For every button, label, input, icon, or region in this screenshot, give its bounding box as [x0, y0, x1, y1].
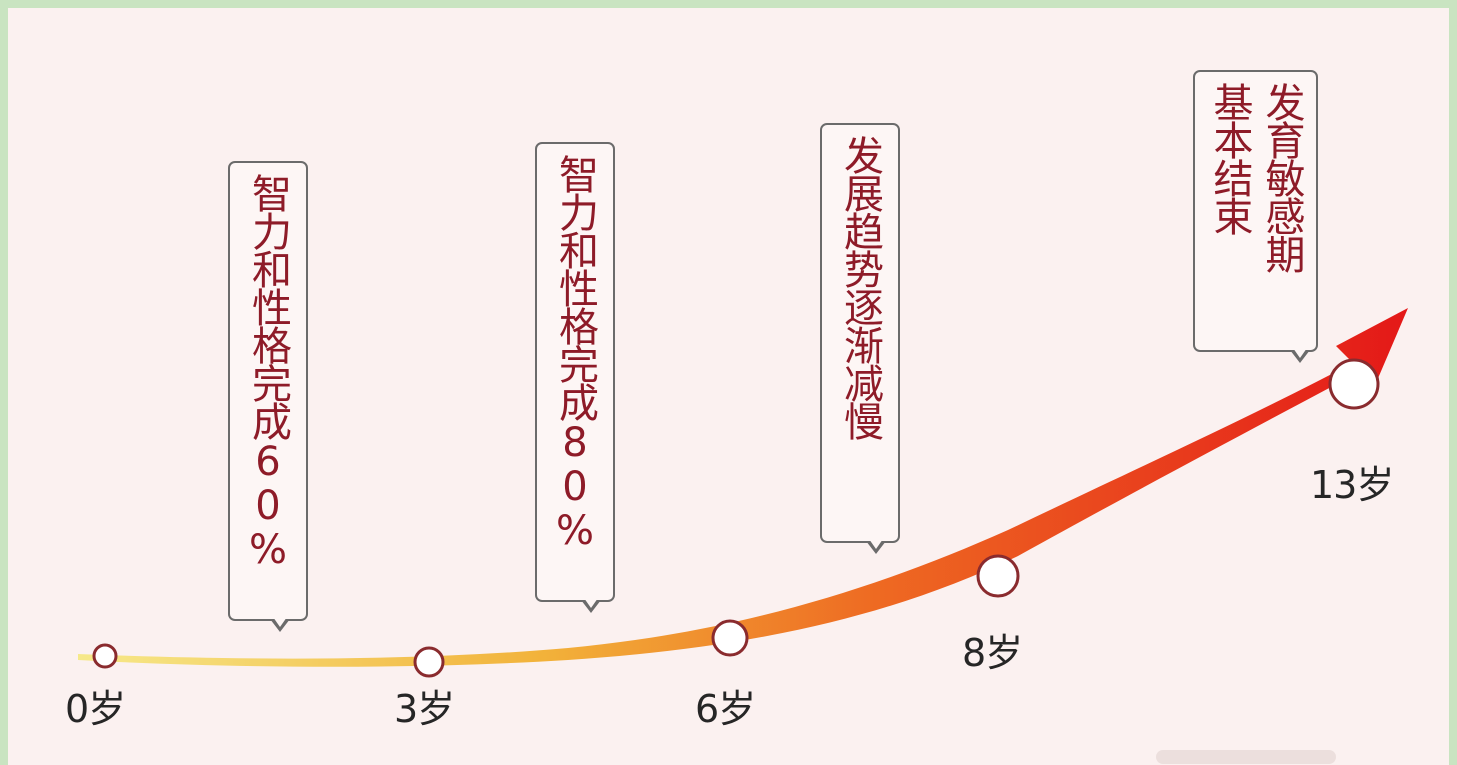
- marker-3: [413, 646, 445, 678]
- age-label-6: 6岁: [695, 687, 756, 731]
- age-label-8: 8岁: [962, 631, 1023, 675]
- callout-3: 智力和性格完成60%: [228, 161, 308, 632]
- callout-text: 基本结束: [1206, 82, 1253, 234]
- callout-text: 智力和性格完成80%: [552, 154, 598, 552]
- marker-13: [1328, 358, 1380, 410]
- marker-0: [92, 643, 118, 669]
- marker-6: [711, 619, 749, 657]
- age-markers: [92, 358, 1380, 678]
- growth-curve: [78, 308, 1408, 667]
- timeline-curve-graphic: [78, 308, 1408, 678]
- age-label-3: 3岁: [394, 687, 455, 731]
- callout-6: 智力和性格完成80%: [535, 142, 615, 613]
- callout-8: 发展趋势逐渐减慢: [820, 123, 900, 554]
- growth-timeline-diagram: 智力和性格完成60% 智力和性格完成80% 发展趋势逐渐减慢 发育敏感期 基本结…: [8, 8, 1449, 765]
- callout-text: 智力和性格完成60%: [245, 173, 291, 571]
- callout-13: 发育敏感期 基本结束: [1193, 70, 1318, 363]
- callout-text: 发育敏感期: [1258, 82, 1305, 272]
- callout-text: 发展趋势逐渐减慢: [837, 135, 883, 439]
- watermark-logo: [1156, 750, 1336, 764]
- age-label-0: 0岁: [65, 687, 126, 731]
- marker-8: [976, 554, 1020, 598]
- age-label-13: 13岁: [1310, 463, 1394, 507]
